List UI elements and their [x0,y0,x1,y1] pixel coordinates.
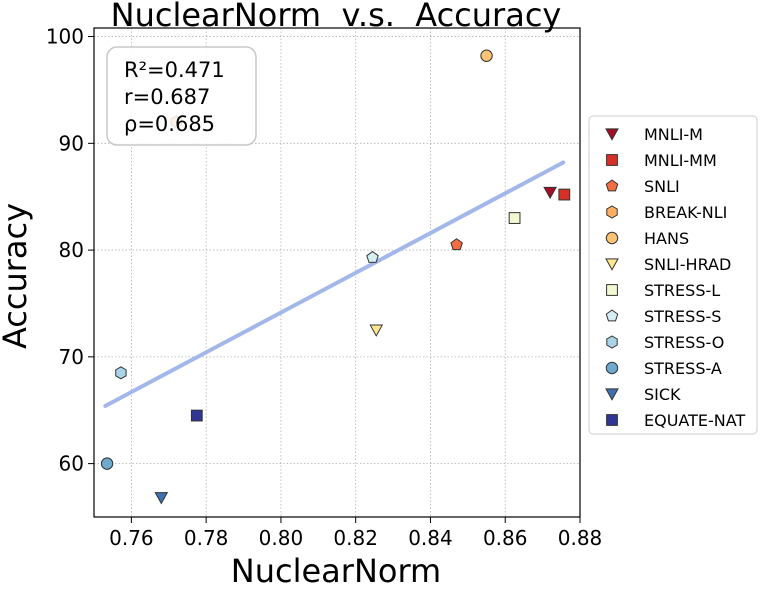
x-tick-label: 0.88 [558,526,603,550]
legend-label-break-nli: BREAK-NLI [644,203,727,222]
y-tick-label: 60 [59,452,84,476]
legend-marker-stress-o [606,335,618,349]
legend-marker-stress-l [606,284,618,296]
legend-label-stress-o: STRESS-O [644,333,724,352]
legend-label-sick: SICK [644,385,681,404]
legend-marker-snli [605,179,619,192]
chart-title: NuclearNorm v.s. Accuracy [111,0,562,34]
legend-label-equate-nat: EQUATE-NAT [644,411,745,430]
plot-frame [93,27,581,518]
y-tick-label: 80 [59,238,84,262]
point-stress-l [508,212,521,224]
legend-marker-break-nli [606,205,618,219]
legend-marker-snli-hrad [605,258,619,271]
legend-marker-hans [605,231,619,245]
legend-frame [588,115,758,435]
point-snli-hrad [369,324,384,337]
legend-items: MNLI-M MNLI-MM SNLI BREAK-NLI HANS SNLI-HRAD S… [605,125,745,430]
y-axis-label: Accuracy [0,203,34,349]
point-stress-o [115,366,127,380]
data-points [100,49,571,505]
legend-marker-sick [605,388,619,401]
legend-label-mnli-mm: MNLI-MM [644,151,717,170]
point-snli [450,238,463,251]
legend-label-stress-l: STRESS-L [644,281,720,300]
x-axis-label: NuclearNorm [231,552,441,590]
x-tick-label: 0.82 [333,526,378,550]
y-tick-label: 70 [59,345,84,369]
x-tick-label: 0.84 [408,526,453,550]
legend-marker-mnli-m [605,128,619,141]
point-mnli-m [543,186,557,200]
stat-pearson-r: r=0.687 [124,85,210,109]
point-stress-a [100,457,114,470]
x-tick-label: 0.78 [184,526,229,550]
regression-fit-line-layer [103,160,566,408]
legend-marker-stress-a [605,361,619,375]
x-tick-label: 0.76 [109,526,154,550]
legend-label-snli-hrad: SNLI-HRAD [644,255,731,274]
stats-box-frame [106,46,257,146]
point-mnli-mm [558,188,571,201]
regression-fit-line [103,160,566,408]
y-tick-label: 90 [59,131,84,155]
legend-label-stress-s: STRESS-S [644,307,721,326]
legend-marker-equate-nat [606,414,618,426]
point-equate-nat [190,409,203,422]
legend-label-snli: SNLI [644,177,680,196]
legend: MNLI-M MNLI-MM SNLI BREAK-NLI HANS SNLI-HRAD S… [588,115,758,435]
stats-box: R²=0.471 r=0.687 ρ=0.685 [106,46,257,146]
x-tick-label: 0.80 [259,526,304,550]
x-tick-label: 0.86 [483,526,528,550]
legend-marker-mnli-mm [606,154,618,166]
axis-ticks: 0.76 0.78 0.80 0.82 0.84 0.86 0.88 60 70 80 90 100 [46,25,602,550]
legend-label-stress-a: STRESS-A [644,359,722,378]
legend-label-mnli-m: MNLI-M [644,125,703,144]
stat-r2: R²=0.471 [124,58,225,82]
point-stress-s [366,250,379,263]
stat-spearman-rho: ρ=0.685 [124,112,215,136]
legend-label-hans: HANS [644,229,689,248]
y-tick-label: 100 [46,25,84,49]
point-sick [154,492,169,505]
point-hans [480,49,493,62]
legend-marker-stress-s [605,309,619,322]
